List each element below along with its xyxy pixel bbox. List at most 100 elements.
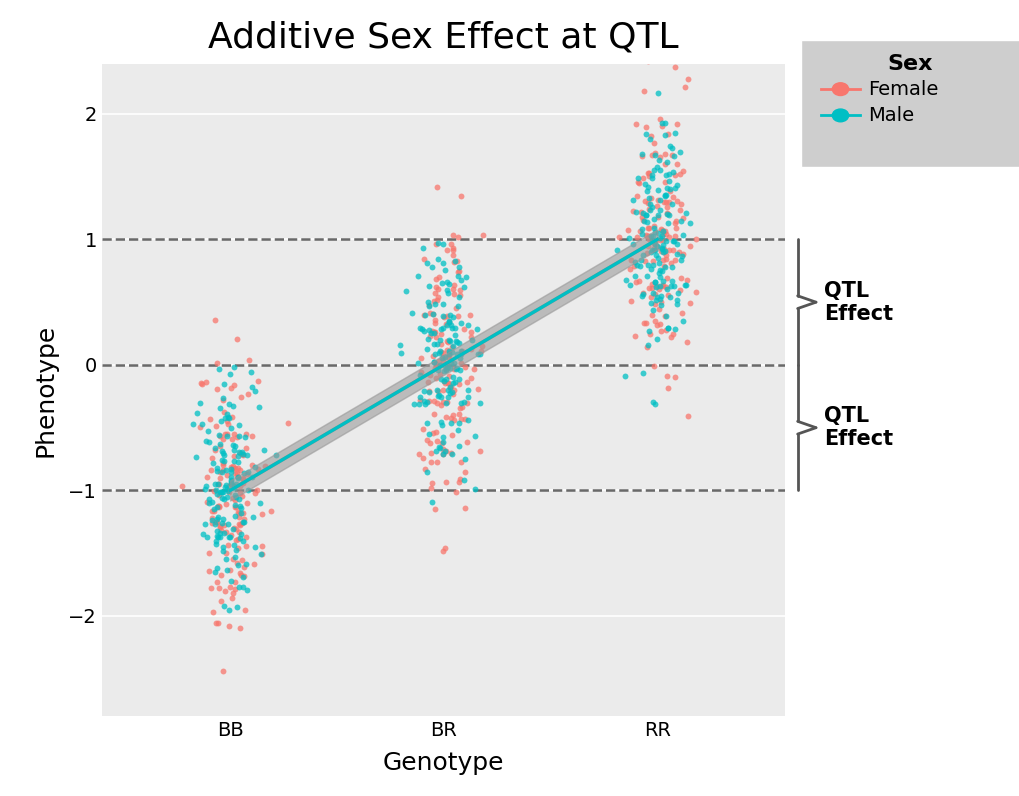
Point: [666, 253, 683, 266]
Point: [231, 567, 248, 579]
Point: [462, 309, 478, 322]
Point: [225, 438, 242, 451]
Point: [640, 232, 656, 245]
Point: [452, 456, 469, 469]
Point: [419, 376, 435, 388]
Point: [656, 158, 673, 170]
Point: [678, 207, 694, 220]
Point: [681, 239, 697, 252]
Point: [658, 201, 675, 213]
Point: [205, 456, 221, 469]
Point: [665, 279, 682, 292]
Point: [256, 443, 272, 456]
Point: [225, 450, 242, 462]
Point: [455, 453, 472, 466]
Point: [184, 417, 201, 430]
Point: [654, 239, 671, 252]
Point: [213, 445, 229, 458]
Point: [219, 468, 235, 481]
Point: [203, 582, 219, 595]
Point: [229, 471, 246, 484]
Point: [416, 395, 432, 408]
Point: [220, 485, 236, 498]
Point: [426, 295, 442, 307]
Point: [236, 516, 253, 529]
Point: [231, 479, 248, 492]
Point: [235, 466, 252, 479]
Point: [206, 505, 222, 517]
Point: [646, 398, 662, 411]
Point: [230, 581, 247, 594]
Point: [650, 154, 666, 166]
Point: [444, 241, 461, 254]
Point: [223, 478, 239, 490]
Point: [660, 167, 677, 180]
Point: [224, 432, 240, 445]
Point: [654, 279, 671, 291]
Point: [236, 603, 253, 616]
Point: [237, 540, 254, 552]
Point: [665, 234, 682, 247]
Point: [212, 466, 228, 479]
Point: [231, 532, 248, 544]
Point: [198, 480, 214, 493]
Point: [437, 411, 453, 423]
Point: [639, 259, 655, 271]
Point: [238, 497, 255, 509]
Point: [231, 525, 248, 538]
Point: [226, 500, 243, 513]
Point: [645, 304, 661, 317]
Point: [474, 339, 490, 352]
Point: [218, 429, 234, 442]
Point: [638, 185, 654, 197]
Point: [658, 271, 675, 284]
Point: [229, 461, 246, 474]
Point: [659, 288, 676, 301]
Point: [652, 290, 668, 302]
Point: [440, 361, 457, 373]
Point: [218, 415, 234, 427]
Point: [658, 208, 675, 220]
Point: [437, 364, 453, 377]
Point: [438, 344, 454, 357]
Point: [679, 273, 695, 286]
Point: [651, 112, 667, 125]
Point: [667, 221, 684, 234]
Point: [430, 440, 446, 453]
Point: [250, 375, 266, 388]
Point: [470, 382, 486, 395]
Point: [209, 501, 225, 513]
Point: [198, 435, 214, 447]
Point: [671, 246, 687, 259]
Point: [452, 348, 469, 361]
Point: [433, 345, 449, 358]
Point: [635, 215, 651, 228]
Point: [440, 348, 457, 361]
Point: [215, 665, 231, 677]
Point: [451, 363, 468, 376]
Point: [420, 384, 436, 397]
Point: [428, 361, 444, 373]
Point: [227, 462, 244, 474]
Point: [645, 237, 661, 250]
Point: [463, 343, 479, 356]
Point: [214, 453, 230, 466]
Point: [442, 237, 459, 250]
Point: [639, 230, 655, 243]
Point: [673, 198, 689, 211]
Point: [236, 560, 253, 573]
Point: [455, 323, 472, 336]
Point: [646, 315, 662, 328]
Point: [640, 203, 656, 216]
Point: [432, 441, 448, 454]
X-axis label: Genotype: Genotype: [382, 751, 504, 775]
Point: [234, 535, 251, 548]
Point: [226, 498, 243, 511]
Point: [238, 583, 255, 596]
Point: [426, 298, 442, 310]
Point: [436, 377, 452, 390]
Point: [645, 213, 661, 225]
Point: [647, 275, 663, 288]
Point: [234, 472, 251, 485]
Point: [221, 531, 237, 544]
